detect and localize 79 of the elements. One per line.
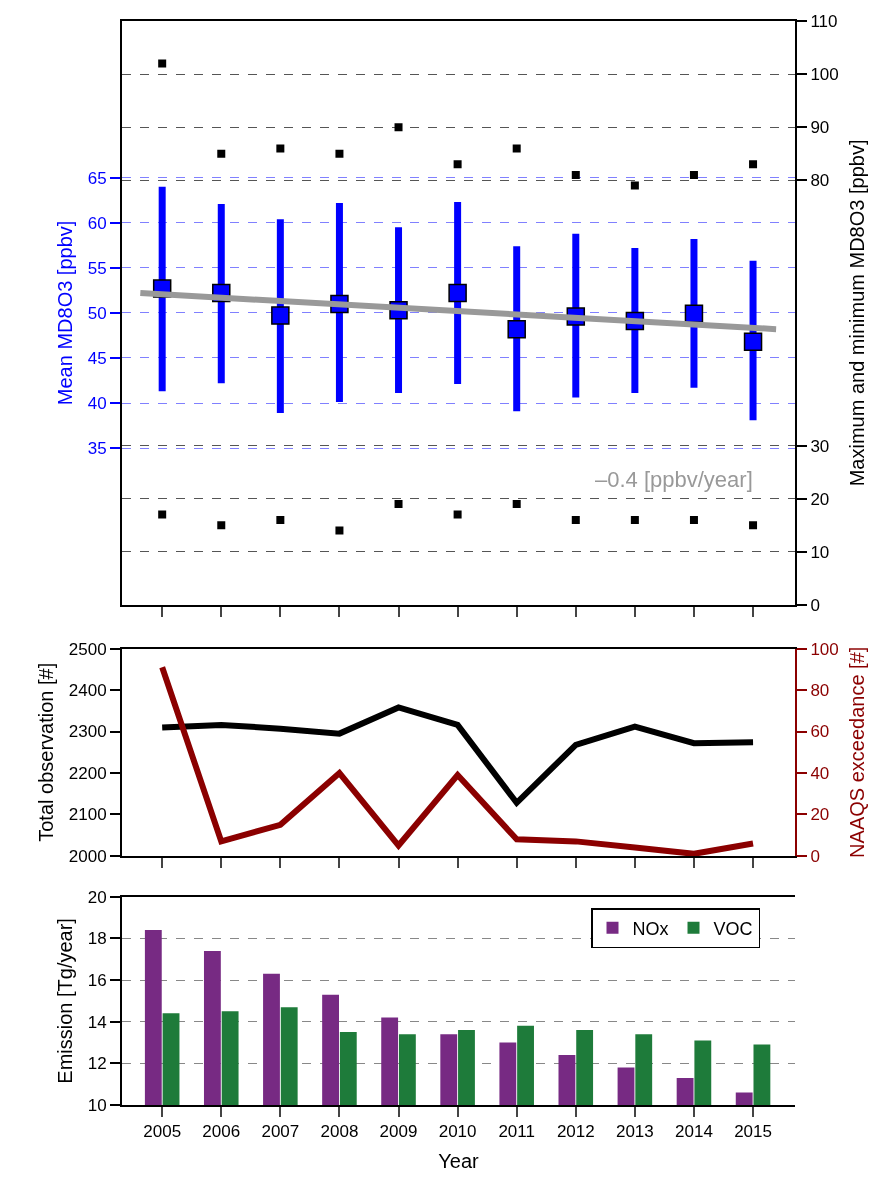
y-tick-label: 55 bbox=[87, 258, 107, 278]
point bbox=[217, 149, 226, 158]
y2-axis-title: Maximum and minimum MD8O3 [ppbv] bbox=[845, 139, 868, 487]
y2-tick-label: 80 bbox=[810, 171, 830, 191]
point bbox=[217, 521, 226, 530]
x-tick-label: 2010 bbox=[438, 1122, 477, 1142]
point bbox=[689, 515, 698, 524]
y2-axis-title: NAAQS exceedance [#] bbox=[845, 646, 868, 858]
x-tick-label: 2006 bbox=[202, 1122, 241, 1142]
point bbox=[453, 510, 462, 519]
point bbox=[335, 149, 344, 158]
point bbox=[271, 306, 290, 325]
point bbox=[507, 319, 526, 339]
x-tick-label: 2007 bbox=[261, 1122, 300, 1142]
point bbox=[453, 160, 462, 169]
y2-tick-label: 10 bbox=[810, 542, 830, 562]
y2-tick-label: 110 bbox=[810, 11, 838, 31]
x-axis-title: Year bbox=[438, 1150, 480, 1173]
y-axis-title: Total observation [#] bbox=[34, 662, 57, 842]
y-tick-label: 10 bbox=[87, 1095, 107, 1115]
point bbox=[394, 123, 403, 132]
y-tick-label: 2500 bbox=[68, 639, 107, 659]
x-tick-label: 2009 bbox=[379, 1122, 418, 1142]
point bbox=[743, 332, 763, 351]
y-axis-title: Emission [Tg/year] bbox=[53, 918, 76, 1084]
y2-tick-label: 40 bbox=[810, 763, 830, 783]
y-tick-label: 2100 bbox=[68, 805, 107, 825]
y2-tick-label: 20 bbox=[810, 489, 830, 509]
legend-label: VOC bbox=[713, 918, 753, 939]
point bbox=[512, 144, 521, 153]
point bbox=[630, 181, 639, 190]
point bbox=[158, 510, 167, 519]
y-tick-label: 2400 bbox=[68, 681, 107, 701]
y-tick-label: 50 bbox=[87, 303, 107, 323]
y2-tick-label: 90 bbox=[810, 118, 830, 138]
y-tick-label: 35 bbox=[87, 439, 107, 459]
legend-label: NOx bbox=[632, 918, 669, 939]
point bbox=[512, 500, 521, 508]
point bbox=[335, 526, 344, 535]
point bbox=[158, 59, 167, 68]
y-tick-label: 40 bbox=[87, 393, 107, 413]
y-tick-label: 2300 bbox=[68, 722, 107, 742]
x-tick-label: 2008 bbox=[320, 1122, 359, 1142]
y2-tick-label: 30 bbox=[810, 436, 830, 456]
x-tick-label: 2005 bbox=[143, 1122, 182, 1142]
x-tick-label: 2012 bbox=[556, 1122, 595, 1142]
y-tick-label: 12 bbox=[87, 1054, 107, 1074]
y-tick-label: 65 bbox=[87, 168, 107, 188]
y2-tick-label: 0 bbox=[810, 846, 820, 866]
y2-tick-label: 100 bbox=[810, 639, 839, 659]
y-tick-label: 60 bbox=[87, 213, 107, 233]
y-axis-title: Mean MD8O3 [ppbv] bbox=[53, 220, 76, 406]
y2-tick-label: 0 bbox=[810, 595, 820, 615]
y-tick-label: 45 bbox=[87, 348, 107, 368]
y-tick-label: 16 bbox=[87, 971, 107, 990]
point bbox=[749, 521, 758, 530]
y-tick-label: 2000 bbox=[68, 846, 107, 866]
annotation: –0.4 [ppbv/year] bbox=[595, 467, 753, 492]
point bbox=[571, 170, 580, 179]
point bbox=[630, 515, 639, 524]
x-tick-label: 2011 bbox=[498, 1122, 535, 1142]
point bbox=[394, 500, 403, 508]
point bbox=[749, 160, 758, 169]
point bbox=[276, 515, 285, 524]
y-tick-label: 14 bbox=[87, 1012, 107, 1032]
x-tick-label: 2013 bbox=[615, 1122, 654, 1142]
y2-tick-label: 60 bbox=[810, 722, 830, 742]
point bbox=[276, 144, 285, 153]
x-tick-label: 2014 bbox=[675, 1122, 713, 1142]
point bbox=[448, 283, 467, 303]
y-tick-label: 18 bbox=[87, 929, 107, 949]
y-tick-label: 20 bbox=[87, 887, 107, 907]
point bbox=[689, 170, 698, 179]
y2-tick-label: 100 bbox=[810, 65, 839, 85]
x-tick-label: 2015 bbox=[734, 1122, 772, 1142]
y-tick-label: 2200 bbox=[68, 763, 107, 783]
y2-tick-label: 20 bbox=[810, 805, 830, 825]
point bbox=[571, 515, 580, 524]
y2-tick-label: 80 bbox=[810, 681, 830, 701]
